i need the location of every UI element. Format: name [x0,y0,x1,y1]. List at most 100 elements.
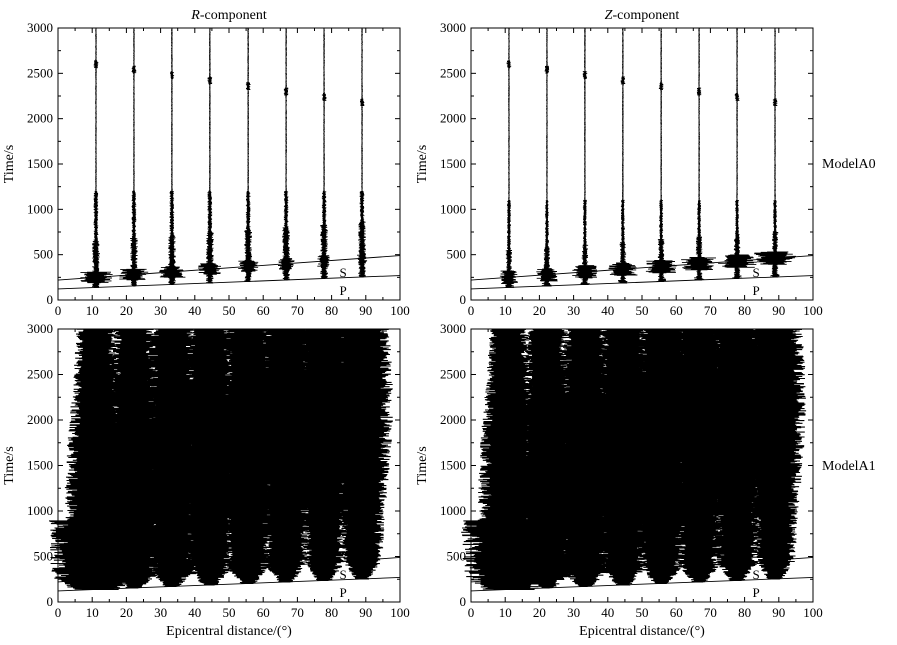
seismic-trace [159,27,186,285]
seismic-trace [645,27,677,282]
phase-label-S: S [339,265,346,280]
y-tick-label: 2500 [27,367,53,382]
trace-wiggle [718,27,757,279]
trace-wiggle [706,328,768,581]
x-tick-label: 20 [533,605,546,620]
seismic-trace [238,27,259,282]
x-tick-label: 70 [291,303,304,318]
x-tick-label: 60 [670,303,683,318]
trace-wiggle [461,328,557,590]
x-tick-label: 20 [533,303,546,318]
seismic-trace [744,328,807,580]
seismic-trace [608,27,638,284]
x-tick-label: 50 [223,303,236,318]
phase-label-S: S [339,567,346,582]
y-tick-label: 1000 [440,503,466,518]
x-tick-label: 40 [188,605,201,620]
trace-wiggle [255,328,317,583]
y-tick-label: 2000 [27,412,53,427]
x-tick-label: 50 [636,303,649,318]
x-tick-label: 10 [499,303,512,318]
x-tick-label: 60 [257,605,270,620]
trace-wiggle [754,27,796,278]
y-axis-label: Time/s [415,446,430,484]
trace-wiggle [591,328,654,586]
y-tick-label: 3000 [27,321,53,336]
y-tick-label: 0 [47,292,54,307]
x-tick-label: 60 [670,605,683,620]
seismic-trace [102,328,165,589]
phase-label-S: S [752,265,759,280]
seismic-trace [140,328,203,587]
x-tick-label: 80 [325,303,338,318]
phase-label-P: P [752,585,759,600]
y-tick-label: 500 [447,549,467,564]
x-tick-label: 70 [291,605,304,620]
x-tick-label: 10 [86,605,99,620]
y-tick-label: 3000 [27,20,53,35]
x-tick-label: 100 [803,303,823,318]
trace-wiggle [499,27,518,288]
x-tick-label: 90 [772,605,785,620]
trace-wiggle [515,328,578,589]
panel-1: 0 10 20 30 40 50 60 70 80 90 100050010001500200025… [2,20,410,318]
panel-2: 0 10 20 30 40 50 60 70 80 90 100050010001500200025… [415,20,823,318]
x-axis-label: Epicentral distance/(°) [579,624,705,639]
phase-label-S: S [752,567,759,582]
travel-time-curve-P [470,275,814,290]
x-tick-label: 40 [601,303,614,318]
x-tick-label: 30 [154,303,167,318]
y-tick-label: 2000 [440,111,466,126]
travel-time-curve-S [470,255,814,281]
trace-wiggle [80,27,113,288]
seismic-trace [317,27,330,279]
x-tick-label: 90 [359,605,372,620]
seismic-trace [718,27,757,279]
panel-3: 0 10 20 30 40 50 60 70 80 90 100050010001500200025… [2,321,410,639]
y-tick-label: 500 [447,247,467,262]
x-tick-label: 0 [55,605,62,620]
x-tick-label: 60 [257,303,270,318]
y-tick-label: 3000 [440,20,466,35]
y-tick-label: 0 [47,594,54,609]
trace-wiggle [49,328,145,590]
seismic-trace [293,328,355,581]
x-tick-label: 0 [468,303,475,318]
x-tick-label: 40 [188,303,201,318]
y-tick-label: 2000 [440,412,466,427]
y-tick-label: 1500 [27,156,53,171]
trace-wiggle [357,27,368,278]
seismic-trace [499,27,518,288]
x-tick-label: 20 [120,605,133,620]
trace-wiggle [536,27,558,287]
phase-label-P: P [752,283,759,298]
trace-wiggle [554,328,616,587]
trace-wiggle [744,328,807,580]
phase-label-P: P [339,585,346,600]
x-tick-label: 30 [567,605,580,620]
x-tick-label: 80 [738,303,751,318]
trace-wiggle [102,328,165,589]
x-tick-label: 0 [55,303,62,318]
trace-wiggle [238,27,259,282]
y-axis-label: Time/s [415,145,430,183]
x-axis-label: Epicentral distance/(°) [166,624,292,639]
y-tick-label: 1500 [27,458,53,473]
y-tick-label: 2500 [440,367,466,382]
trace-wiggle [159,27,186,285]
seismic-trace [461,328,557,590]
panel-4: 0 10 20 30 40 50 60 70 80 90 100050010001500200025… [415,321,823,639]
y-tick-label: 3000 [440,321,466,336]
seismic-trace [754,27,796,278]
seismic-trace [572,27,598,285]
row-label-model-a0: ModelA0 [822,157,876,172]
seismic-trace [278,27,295,281]
y-tick-label: 1500 [440,458,466,473]
y-tick-label: 500 [34,247,54,262]
trace-wiggle [217,328,280,584]
seismic-trace [330,328,393,580]
x-tick-label: 10 [499,605,512,620]
x-tick-label: 0 [468,605,475,620]
seismic-trace [554,328,616,587]
